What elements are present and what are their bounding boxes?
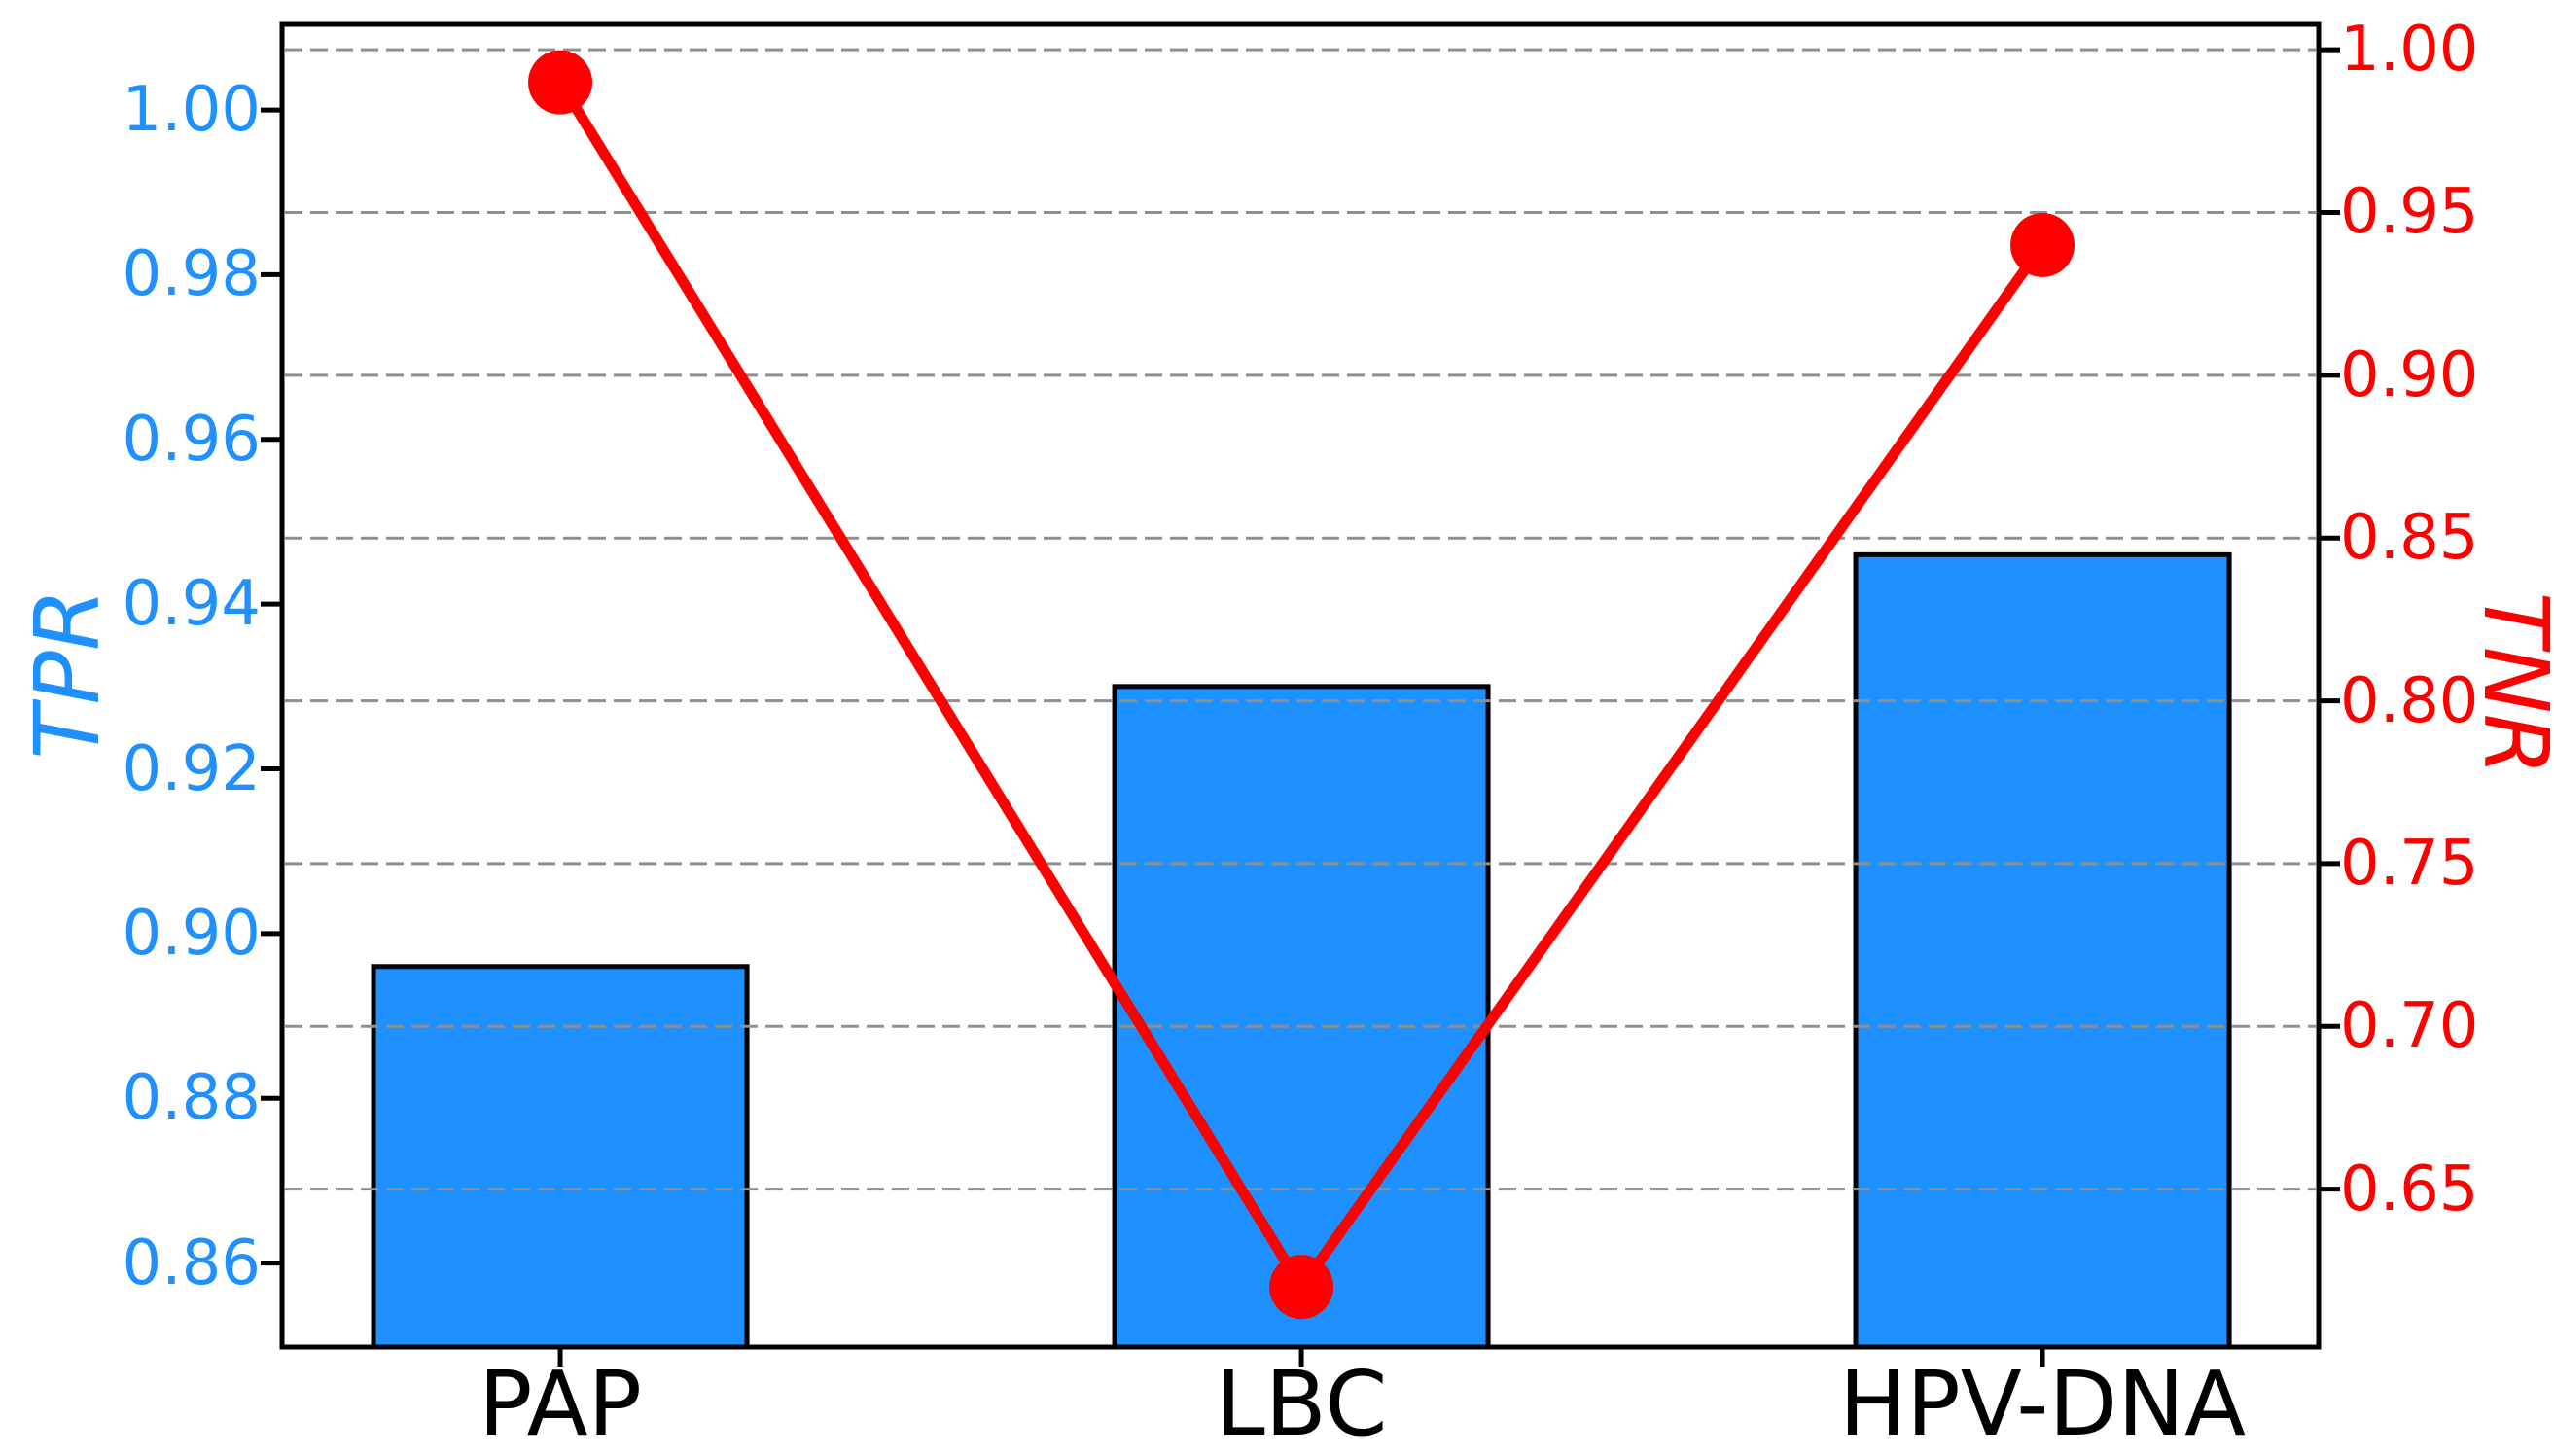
right-tick-label-0.95: 0.95: [2340, 176, 2479, 249]
right-tick-label-0.70: 0.70: [2340, 990, 2479, 1063]
right-tick-label-0.90: 0.90: [2340, 338, 2479, 411]
left-tick-label-1.00: 1.00: [122, 74, 262, 147]
left-tick-label-0.94: 0.94: [122, 568, 262, 641]
bar-PAP: [371, 964, 750, 1350]
left-tick-label-0.92: 0.92: [122, 732, 262, 805]
right-tick-label-1.00: 1.00: [2340, 14, 2479, 87]
tnr-marker-HPV-DNA: [2010, 212, 2075, 277]
left-tick-label-0.86: 0.86: [122, 1226, 262, 1299]
bar-HPV-DNA: [1853, 551, 2232, 1350]
left-tick-label-0.96: 0.96: [122, 403, 262, 476]
x-category-label-LBC: LBC: [1215, 1352, 1388, 1456]
left-tick-label-0.90: 0.90: [122, 897, 262, 970]
right-tick-label-0.80: 0.80: [2340, 664, 2479, 737]
right-tick-label-0.75: 0.75: [2340, 827, 2479, 900]
x-category-label-HPV-DNA: HPV-DNA: [1839, 1352, 2247, 1456]
bar-LBC: [1112, 684, 1491, 1350]
left-tick-label-0.98: 0.98: [122, 238, 262, 311]
tnr-marker-PAP: [528, 50, 593, 115]
left-tick-label-0.88: 0.88: [122, 1062, 262, 1135]
x-category-label-PAP: PAP: [479, 1352, 643, 1456]
right-tick-label-0.85: 0.85: [2340, 502, 2479, 575]
right-axis-label-tnr: TNR: [2464, 591, 2554, 776]
right-tick-label-0.65: 0.65: [2340, 1153, 2479, 1225]
tnr-marker-LBC: [1269, 1255, 1334, 1320]
